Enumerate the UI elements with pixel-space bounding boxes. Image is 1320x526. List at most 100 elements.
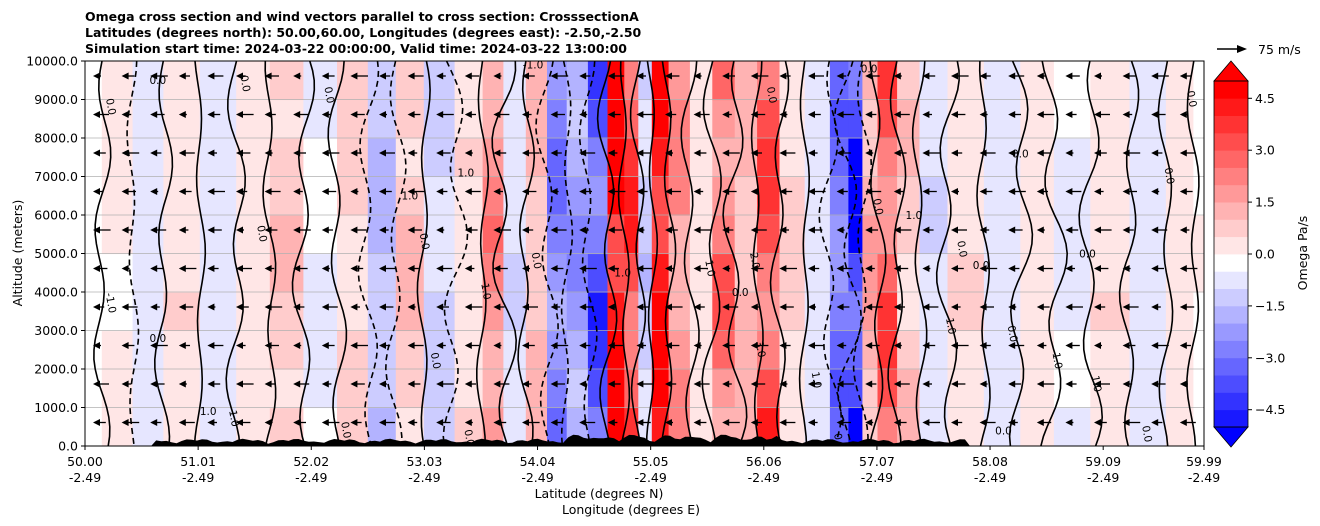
wind-vector bbox=[665, 188, 681, 195]
omega-cell bbox=[607, 369, 625, 409]
x-tick-label-lon: -2.49 bbox=[634, 470, 666, 485]
omega-cell bbox=[566, 253, 589, 293]
omega-cell bbox=[668, 176, 691, 216]
omega-cell bbox=[734, 138, 758, 178]
y-tick-label: 9000.0 bbox=[34, 92, 78, 107]
omega-cell bbox=[983, 176, 1021, 216]
quiver-key-arrowhead bbox=[1237, 45, 1247, 53]
wind-vector bbox=[1151, 149, 1163, 157]
contour-label: 1.0 bbox=[226, 409, 241, 428]
x-tick-label-lat: 56.06 bbox=[746, 454, 782, 469]
omega-cell bbox=[638, 99, 653, 139]
wind-vector bbox=[922, 226, 934, 234]
omega-cell bbox=[829, 99, 849, 139]
wind-vector bbox=[951, 342, 969, 349]
wind-vector bbox=[178, 149, 195, 157]
wind-vector bbox=[636, 380, 654, 388]
wind-vector bbox=[579, 303, 594, 311]
wind-vector bbox=[522, 72, 535, 80]
wind-vector bbox=[1122, 72, 1136, 80]
wind-vector bbox=[607, 188, 626, 195]
omega-cell bbox=[85, 138, 103, 178]
colorbar-segment bbox=[1214, 375, 1248, 393]
wind-vector bbox=[93, 419, 106, 426]
x-tick-label-lon: -2.49 bbox=[1188, 470, 1220, 485]
wind-vector bbox=[350, 188, 359, 195]
wind-vector bbox=[750, 111, 766, 118]
y-tick-label: 1000.0 bbox=[34, 400, 78, 415]
wind-vector bbox=[979, 419, 996, 426]
wind-vector bbox=[207, 265, 219, 272]
colorbar-tick-label: −1.5 bbox=[1255, 298, 1285, 313]
x-axis: 50.00-2.4951.01-2.4952.02-2.4953.03-2.49… bbox=[67, 446, 1222, 485]
omega-cell bbox=[454, 253, 484, 293]
wind-vector bbox=[236, 380, 254, 388]
wind-vector bbox=[1179, 111, 1188, 118]
wind-vector bbox=[464, 149, 473, 157]
colorbar-tick-label: 1.5 bbox=[1255, 195, 1275, 210]
omega-cell bbox=[587, 176, 609, 216]
wind-vector bbox=[379, 265, 397, 272]
colorbar-tick-label: 3.0 bbox=[1255, 143, 1275, 158]
wind-vector bbox=[236, 149, 251, 157]
wind-vector bbox=[607, 303, 616, 311]
contour-line-positive bbox=[798, 61, 811, 446]
wind-vector bbox=[350, 419, 362, 426]
omega-cell bbox=[877, 215, 898, 255]
contour-label: 0.0 bbox=[149, 333, 166, 345]
omega-cell bbox=[897, 61, 921, 101]
colorbar-segment bbox=[1214, 392, 1248, 411]
omega-cell bbox=[848, 407, 863, 446]
omega-cell bbox=[566, 215, 589, 255]
colorbar-tick-label: −3.0 bbox=[1255, 350, 1285, 365]
wind-vector bbox=[436, 111, 454, 118]
wind-vector bbox=[722, 265, 731, 272]
contour-line-negative bbox=[852, 61, 873, 446]
wind-vector bbox=[464, 111, 476, 118]
wind-vector bbox=[207, 226, 222, 234]
wind-vector bbox=[379, 111, 387, 118]
wind-vector bbox=[1151, 419, 1163, 426]
wind-vector bbox=[808, 265, 820, 272]
colorbar-tick-label: 0.0 bbox=[1255, 247, 1275, 262]
omega-cell bbox=[303, 138, 338, 178]
contour-label: 0.0 bbox=[461, 429, 476, 448]
omega-cell bbox=[947, 61, 985, 101]
x-tick-label-lon: -2.49 bbox=[974, 470, 1006, 485]
omega-cell bbox=[1193, 215, 1204, 255]
wind-vector bbox=[150, 111, 165, 118]
wind-vector bbox=[779, 380, 788, 388]
wind-vector bbox=[550, 188, 559, 195]
omega-cell bbox=[877, 138, 898, 178]
contour-label: 1.0 bbox=[906, 210, 923, 222]
contour-line-positive bbox=[291, 61, 316, 446]
wind-vector bbox=[1151, 303, 1161, 311]
wind-vector bbox=[1036, 265, 1053, 272]
contour-line-positive bbox=[769, 61, 790, 446]
contour-line-positive bbox=[1008, 61, 1034, 446]
wind-vector bbox=[550, 380, 565, 388]
omega-cell bbox=[85, 99, 103, 139]
contour-label: 2.0 bbox=[747, 251, 762, 270]
omega-cell bbox=[668, 215, 691, 255]
wind-vector bbox=[836, 149, 851, 157]
omega-cell bbox=[804, 407, 831, 446]
wind-vector bbox=[493, 342, 502, 349]
wind-vector bbox=[464, 72, 480, 80]
wind-vector bbox=[1179, 226, 1190, 234]
wind-vector bbox=[951, 380, 966, 388]
omega-cell bbox=[236, 215, 271, 255]
omega-cell bbox=[734, 292, 758, 332]
contour-line-positive bbox=[225, 61, 247, 446]
wind-vector bbox=[121, 265, 130, 272]
wind-vector bbox=[121, 72, 135, 80]
omega-cell bbox=[101, 61, 134, 101]
wind-vector bbox=[808, 342, 824, 349]
omega-cell bbox=[712, 369, 736, 409]
omega-cell bbox=[132, 253, 164, 293]
wind-vector bbox=[464, 265, 475, 272]
omega-cell bbox=[367, 99, 397, 139]
omega-cell bbox=[1020, 99, 1055, 139]
wind-vector bbox=[522, 149, 540, 157]
contour-line-positive bbox=[416, 61, 431, 446]
